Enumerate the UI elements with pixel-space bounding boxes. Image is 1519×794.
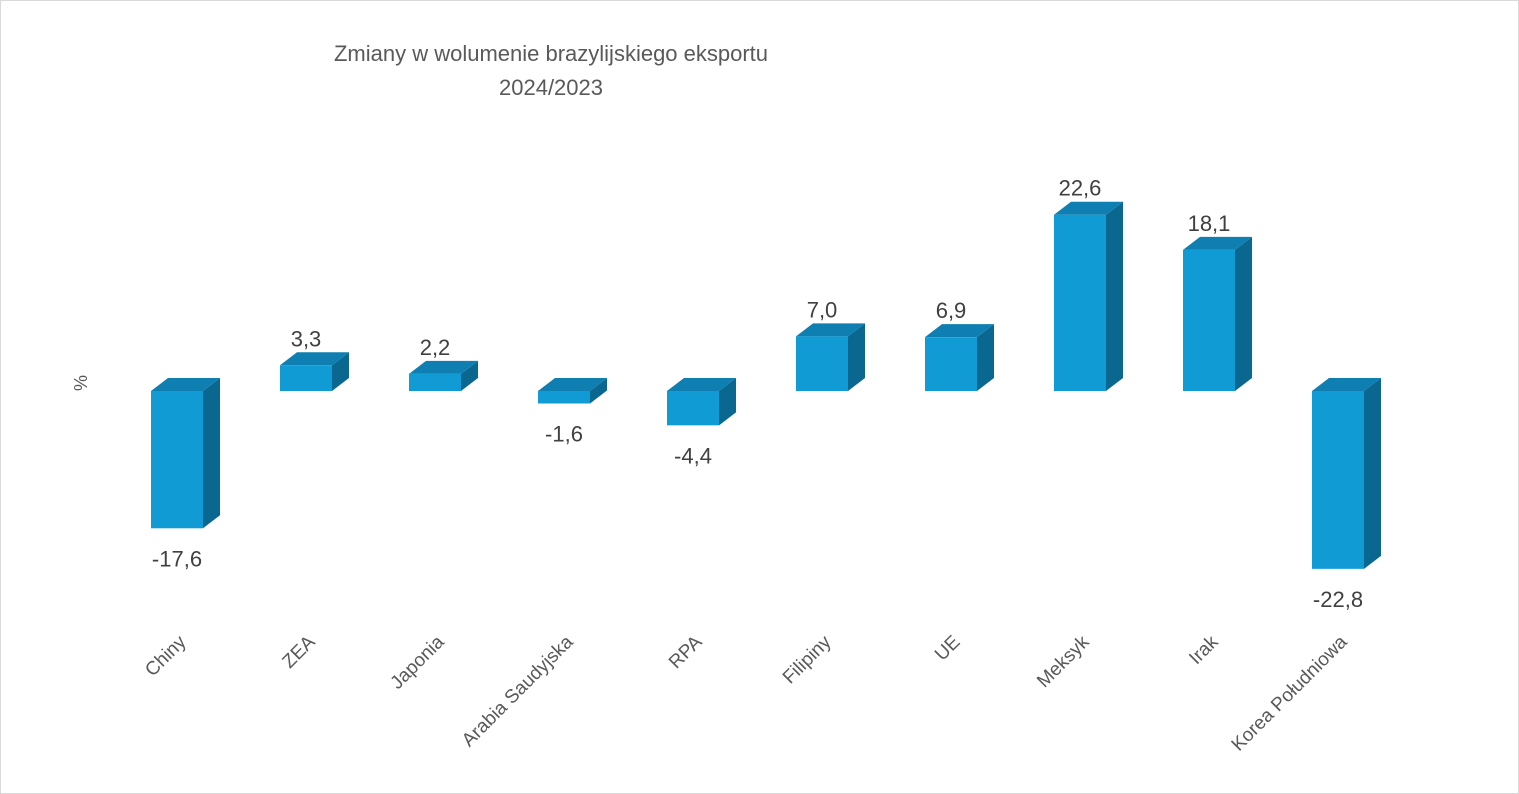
bar-group	[1183, 236, 1252, 391]
category-label: Japonia	[387, 631, 449, 693]
bar-group	[796, 323, 865, 391]
category-label: Arabia Saudyjska	[458, 631, 578, 751]
data-label: 3,3	[291, 326, 322, 351]
bar-group	[925, 324, 994, 391]
bar-top-face	[667, 378, 736, 391]
bar	[1054, 214, 1106, 391]
bar	[538, 391, 590, 404]
bar-top-face	[1312, 378, 1381, 391]
data-label: 2,2	[420, 335, 451, 360]
bar-side-face	[590, 378, 607, 404]
data-label: 7,0	[807, 297, 838, 322]
category-label: ZEA	[279, 631, 320, 672]
bar-top-face	[280, 352, 349, 366]
bar-side-face	[977, 324, 994, 391]
bar	[1312, 391, 1364, 569]
bar	[925, 337, 977, 391]
bar-side-face	[1235, 236, 1252, 391]
data-label: 6,9	[936, 298, 967, 323]
chart-title-line-2: 2024/2023	[499, 75, 603, 100]
bar-top-face	[538, 378, 607, 391]
category-label: Irak	[1185, 631, 1223, 669]
data-label: 22,6	[1059, 176, 1102, 201]
bar	[1183, 249, 1235, 391]
bar-side-face	[461, 360, 478, 391]
bar-group	[409, 360, 478, 391]
bar	[796, 336, 848, 391]
bar-side-face	[1364, 378, 1381, 569]
data-label: -1,6	[545, 421, 583, 446]
bar-top-face	[151, 378, 220, 391]
bar-group	[280, 352, 349, 391]
category-label: Meksyk	[1033, 631, 1094, 692]
data-label: -17,6	[152, 546, 202, 571]
bar-top-face	[1054, 201, 1123, 215]
bar	[667, 391, 719, 426]
category-label: Korea Południowa	[1228, 631, 1352, 755]
category-label: RPA	[665, 631, 707, 673]
category-label: Chiny	[141, 631, 191, 681]
bar-group	[1312, 378, 1381, 569]
bar-side-face	[719, 378, 736, 426]
bar-group	[151, 378, 220, 529]
bar-side-face	[203, 378, 220, 529]
bar-group	[538, 378, 607, 404]
category-label: UE	[931, 632, 965, 666]
bar-side-face	[1106, 201, 1123, 391]
bar-side-face	[848, 323, 865, 391]
data-label: 18,1	[1188, 211, 1231, 236]
bar-top-face	[409, 360, 478, 374]
data-label: -4,4	[674, 443, 712, 468]
category-label: Filipiny	[779, 631, 836, 688]
bar	[409, 373, 461, 391]
bar	[151, 391, 203, 529]
bar-top-face	[925, 324, 994, 338]
bar-group	[667, 378, 736, 426]
bar-top-face	[1183, 236, 1252, 250]
bar-group	[1054, 201, 1123, 391]
bar-side-face	[332, 352, 349, 391]
chart-title-line-1: Zmiany w wolumenie brazylijskiego ekspor…	[333, 41, 769, 66]
bar	[280, 365, 332, 391]
bar-top-face	[796, 323, 865, 337]
chart-title: Zmiany w wolumenie brazylijskiego ekspor…	[251, 37, 851, 105]
data-label: -22,8	[1313, 587, 1363, 612]
